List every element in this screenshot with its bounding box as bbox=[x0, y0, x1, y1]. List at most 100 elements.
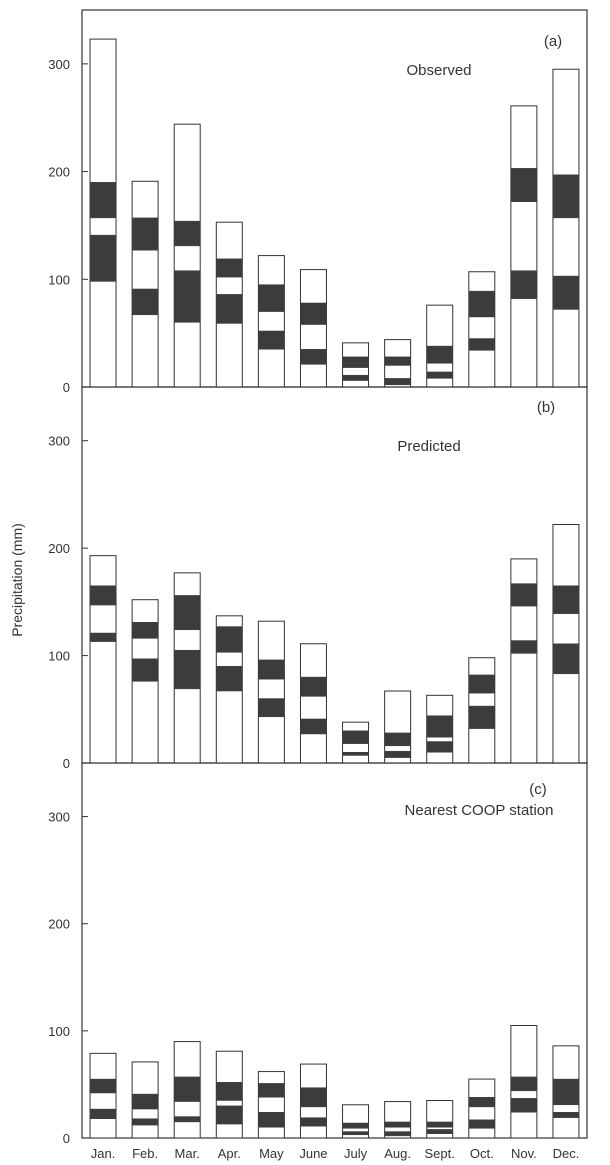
panel-label: (c) bbox=[529, 781, 547, 798]
bar-7 bbox=[384, 690, 412, 764]
bar-upper-band bbox=[131, 622, 159, 639]
x-tick-label: July bbox=[344, 1146, 368, 1161]
bar-4 bbox=[257, 620, 285, 764]
bar-lower-band bbox=[426, 741, 453, 753]
bar-upper-band bbox=[510, 583, 538, 607]
bar-1 bbox=[131, 599, 159, 764]
bar-upper-band bbox=[258, 659, 285, 680]
x-tick-label: June bbox=[299, 1146, 327, 1161]
bar-upper-band bbox=[510, 168, 538, 202]
x-tick-label: Mar. bbox=[175, 1146, 200, 1161]
panel-title: Nearest COOP station bbox=[405, 802, 554, 819]
bar-upper-band bbox=[131, 1093, 159, 1110]
bar-lower-band bbox=[300, 718, 327, 735]
bar-lower-band bbox=[384, 750, 411, 758]
panel-label: (a) bbox=[544, 33, 562, 50]
bar-lower-band bbox=[131, 1118, 159, 1126]
bar-lower-band bbox=[89, 632, 117, 642]
bar-lower-band bbox=[258, 1112, 285, 1128]
bar-1 bbox=[131, 180, 159, 388]
bar-total bbox=[468, 1078, 496, 1139]
bar-total bbox=[299, 269, 327, 388]
bar-6 bbox=[342, 342, 370, 388]
bar-upper-band bbox=[342, 730, 369, 744]
bar-6 bbox=[342, 721, 370, 764]
bar-upper-band bbox=[342, 1122, 369, 1129]
panel-title: Observed bbox=[406, 62, 471, 79]
plot-area: 0 100 200 300 bbox=[48, 386, 588, 771]
panel-predicted: (b) Predicted bbox=[397, 399, 555, 455]
bar-7 bbox=[384, 1101, 412, 1139]
bar-lower-band bbox=[510, 1098, 538, 1113]
bar-total bbox=[468, 271, 496, 388]
bar-total bbox=[173, 123, 201, 388]
bar-upper-band bbox=[216, 1082, 243, 1101]
plot-area: 0 100 200 300 bbox=[48, 762, 588, 1146]
y-tick-label: 0 bbox=[63, 1131, 70, 1146]
bar-total bbox=[257, 1071, 285, 1139]
bar-upper-band bbox=[300, 676, 327, 697]
bar-lower-band bbox=[216, 666, 243, 692]
bar-lower-band bbox=[89, 1108, 117, 1119]
x-tick-label: Oct. bbox=[470, 1146, 494, 1161]
bar-lower-band bbox=[300, 349, 327, 365]
bar-lower-band bbox=[173, 649, 201, 690]
bar-upper-band bbox=[426, 1121, 453, 1128]
bar-lower-band bbox=[468, 1119, 496, 1129]
bar-upper-band bbox=[173, 220, 201, 247]
bar-total bbox=[552, 68, 580, 388]
bar-upper-band bbox=[552, 1078, 580, 1106]
x-tick-label: Apr. bbox=[218, 1146, 241, 1161]
y-tick-label: 300 bbox=[48, 57, 70, 72]
bar-lower-band bbox=[426, 371, 453, 379]
bar-0 bbox=[89, 38, 117, 388]
bar-6 bbox=[342, 1104, 370, 1139]
plot-frame bbox=[81, 762, 588, 1139]
bar-lower-band bbox=[342, 752, 369, 756]
bar-8 bbox=[426, 694, 454, 764]
bar-upper-band bbox=[216, 258, 243, 278]
bar-9 bbox=[468, 657, 496, 764]
x-tick-label: Jan. bbox=[91, 1146, 116, 1161]
x-tick-label: May bbox=[259, 1146, 284, 1161]
bar-lower-band bbox=[131, 288, 159, 316]
y-tick-label: 100 bbox=[48, 649, 70, 664]
panel-nearest-coop-station: (c) Nearest COOP station bbox=[405, 781, 554, 819]
bar-0 bbox=[89, 1052, 117, 1139]
panel-label: (b) bbox=[537, 399, 555, 416]
bar-lower-band bbox=[552, 1112, 580, 1118]
x-tick-label: Sept. bbox=[425, 1146, 455, 1161]
y-tick-label: 100 bbox=[48, 272, 70, 287]
x-tick-label: Nov. bbox=[511, 1146, 537, 1161]
y-tick-label: 100 bbox=[48, 1024, 70, 1039]
y-tick-label: 200 bbox=[48, 165, 70, 180]
bar-upper-band bbox=[552, 174, 580, 219]
bar-3 bbox=[215, 221, 243, 388]
bar-lower-band bbox=[426, 1129, 453, 1134]
bar-upper-band bbox=[468, 1097, 496, 1108]
bar-lower-band bbox=[131, 658, 159, 682]
bar-10 bbox=[510, 1025, 538, 1139]
bar-upper-band bbox=[173, 1076, 201, 1102]
bar-lower-band bbox=[173, 1116, 201, 1123]
bar-upper-band bbox=[468, 674, 496, 694]
bar-upper-band bbox=[300, 302, 327, 325]
bar-upper-band bbox=[258, 1083, 285, 1098]
y-tick-label: 200 bbox=[48, 917, 70, 932]
bar-lower-band bbox=[300, 1117, 327, 1127]
bar-5 bbox=[299, 643, 327, 764]
bar-upper-band bbox=[131, 217, 159, 251]
bar-upper-band bbox=[384, 356, 411, 366]
bar-upper-band bbox=[384, 1121, 411, 1128]
bar-total bbox=[257, 620, 285, 764]
bar-upper-band bbox=[468, 290, 496, 318]
bar-2 bbox=[173, 1041, 201, 1139]
bar-10 bbox=[510, 558, 538, 764]
bar-upper-band bbox=[426, 715, 453, 738]
bar-9 bbox=[468, 271, 496, 388]
bar-7 bbox=[384, 339, 412, 388]
bar-lower-band bbox=[258, 330, 285, 350]
bar-upper-band bbox=[89, 1078, 117, 1094]
bar-lower-band bbox=[510, 270, 538, 299]
